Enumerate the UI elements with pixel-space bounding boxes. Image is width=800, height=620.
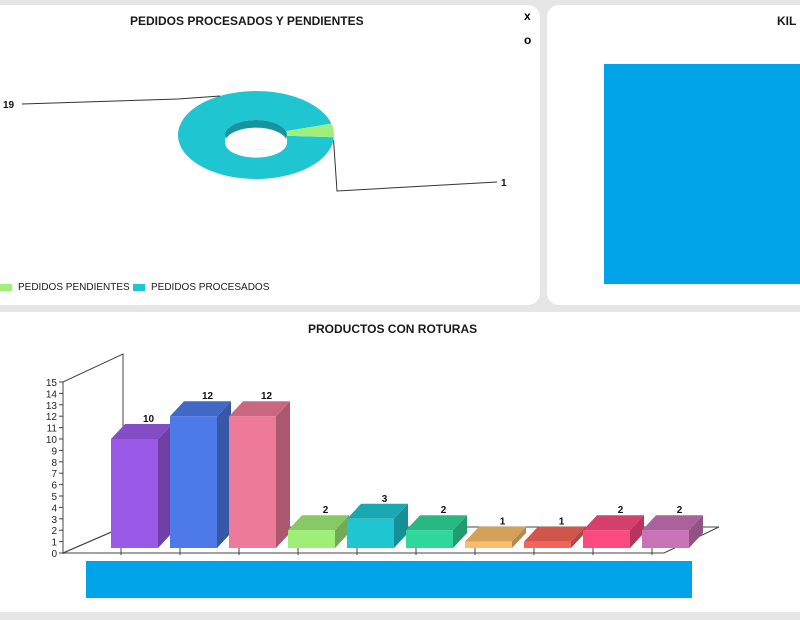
bar-5-top	[347, 503, 408, 519]
bar-9	[583, 515, 644, 555]
y-tick-label: 13	[46, 401, 58, 412]
bar-3-side	[276, 401, 290, 548]
pie-hole	[225, 135, 287, 158]
bar-chart-panel: PRODUCTOS CON ROTURAS 0 1 2 3 4 5 6 7 8 9 10 11 12 13…	[0, 312, 800, 612]
bar-2	[170, 401, 231, 555]
pie-leader-procesados	[21, 95, 221, 105]
bar-floor	[62, 526, 720, 554]
pie-slice-procesados	[177, 90, 334, 179]
bar-7	[465, 526, 526, 555]
bar-3	[229, 401, 290, 555]
pie-slice-procesados-top	[177, 90, 334, 179]
bar-8-top	[524, 526, 585, 542]
bar-6-side	[453, 515, 467, 548]
bar-1	[111, 424, 172, 555]
restore-button[interactable]: o	[524, 33, 532, 47]
bar-value-label: 12	[202, 391, 214, 402]
y-tick-label: 9	[51, 446, 57, 457]
bar-3-top	[229, 401, 290, 417]
bar-7-side	[512, 526, 526, 548]
bar-3-front	[229, 416, 276, 548]
y-tick-label: 8	[51, 458, 57, 469]
legend-label-procesados: PEDIDOS PROCESADOS	[151, 282, 270, 293]
pie-value-pendientes: 1	[501, 178, 507, 189]
pie-chart-panel: PEDIDOS PROCESADOS Y PENDIENTES x o 19 1 …	[0, 5, 540, 305]
pie-hole-wall	[225, 120, 287, 143]
bar-value-label: 3	[382, 494, 388, 505]
legend-swatch-procesados	[133, 284, 145, 291]
bar-6	[406, 515, 467, 555]
bar-8-front	[524, 541, 571, 548]
y-tick-label: 4	[51, 503, 57, 514]
bar-2-front	[170, 416, 217, 548]
bar-10-top	[642, 515, 703, 531]
bar-4	[288, 515, 349, 555]
bar-value-label: 1	[559, 517, 565, 528]
bar-8	[524, 526, 585, 555]
bar-9-side	[630, 515, 644, 548]
y-tick-label: 6	[51, 481, 57, 492]
kilos-chart-panel: KIL	[547, 5, 800, 305]
bar-value-label: 2	[441, 505, 447, 516]
bar-4-front	[288, 530, 335, 548]
y-tick-label: 10	[46, 435, 58, 446]
pie-leader-pendientes	[333, 140, 498, 192]
y-tick-label: 15	[46, 378, 58, 389]
bar-1-top	[111, 424, 172, 439]
close-button[interactable]: x	[524, 9, 531, 23]
bar-10-side	[689, 515, 703, 548]
pie-slice-pendientes	[285, 123, 335, 138]
pie-slice-pendientes-top	[285, 123, 335, 138]
bar-4-top	[288, 515, 349, 531]
pie-chart-title: PEDIDOS PROCESADOS Y PENDIENTES	[130, 14, 364, 28]
bar-chart-title: PRODUCTOS CON ROTURAS	[308, 322, 478, 336]
bar-value-label: 1	[500, 517, 506, 528]
legend-label-pendientes: PEDIDOS PENDIENTES	[18, 282, 130, 293]
pie-chart: 19 1	[3, 90, 507, 192]
bar-2-top	[170, 401, 231, 417]
pie-value-procesados: 19	[3, 100, 15, 111]
y-tick-label: 2	[51, 526, 57, 537]
y-tick-label: 7	[51, 469, 57, 480]
bar-9-top	[583, 515, 644, 531]
bar-1-front	[111, 439, 158, 548]
bar-9-front	[583, 530, 630, 548]
bar-8-side	[571, 526, 585, 548]
bar-value-label: 2	[323, 505, 329, 516]
legend-item-pendientes[interactable]: PEDIDOS PENDIENTES	[0, 282, 130, 293]
bar-5	[347, 503, 408, 555]
bar-6-front	[406, 530, 453, 548]
bar-10	[642, 515, 703, 555]
bar-4-side	[335, 515, 349, 548]
legend-swatch-pendientes	[0, 284, 12, 291]
bar-2-side	[217, 401, 231, 548]
y-tick-label: 5	[51, 492, 57, 503]
bar-value-label: 2	[677, 505, 683, 516]
y-tick-label: 12	[46, 412, 58, 423]
bar-value-label: 12	[261, 391, 273, 402]
bar-1-side	[158, 424, 172, 548]
y-tick-label: 3	[51, 515, 57, 526]
y-tick-label: 11	[47, 424, 58, 435]
kilos-chart-title: KIL	[777, 14, 797, 28]
y-tick-label: 0	[51, 549, 57, 560]
bar-10-front	[642, 530, 689, 548]
bar-chart-scrollbar[interactable]	[86, 561, 692, 598]
kilos-chart-placeholder	[604, 64, 800, 284]
bar-5-side	[394, 503, 408, 548]
legend-item-procesados[interactable]: PEDIDOS PROCESADOS	[133, 282, 269, 293]
y-tick-label: 14	[46, 389, 58, 400]
bar-7-front	[465, 541, 512, 548]
bar-6-top	[406, 515, 467, 531]
bar-value-label: 10	[143, 414, 155, 425]
bar-7-top	[465, 526, 526, 542]
y-tick-label: 1	[51, 538, 57, 549]
bar-5-front	[347, 518, 394, 548]
bar-value-label: 2	[618, 505, 624, 516]
